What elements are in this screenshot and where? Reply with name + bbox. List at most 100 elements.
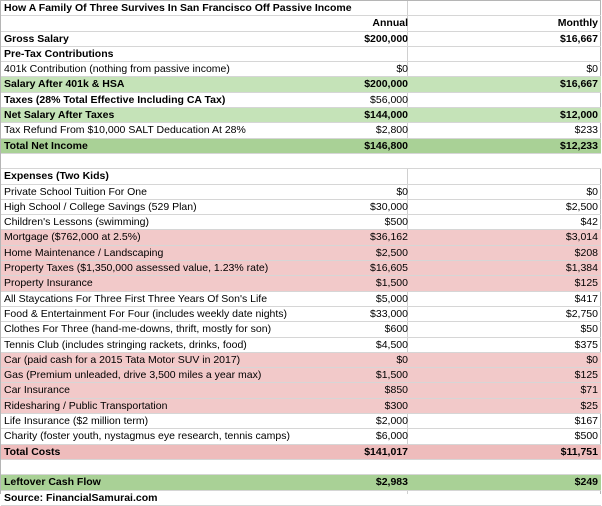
monthly-value: $0 <box>586 63 598 76</box>
annual-value: $1,500 <box>375 369 408 382</box>
row-label: Pre-Tax Contributions <box>4 47 114 60</box>
annual-value: $600 <box>384 323 408 336</box>
annual-value: $200,000 <box>364 78 408 91</box>
annual-value: $30,000 <box>370 200 408 213</box>
annual-value: $2,000 <box>375 415 408 428</box>
table-row <box>1 153 601 170</box>
row-label: Food & Entertainment For Four (includes … <box>4 307 288 320</box>
row-label: High School / College Savings (529 Plan) <box>4 200 197 213</box>
monthly-value: $12,233 <box>560 139 598 152</box>
table-row: Property Taxes ($1,350,000 assessed valu… <box>1 261 601 277</box>
annual-value: $0 <box>396 185 408 198</box>
table-row: Car Insurance $850 $71 <box>1 383 601 399</box>
monthly-value: $233 <box>574 124 598 137</box>
table-row: Gas (Premium unleaded, drive 3,500 miles… <box>1 368 601 384</box>
row-label: Taxes (28% Total Effective Including CA … <box>4 93 226 106</box>
row-label: Total Net Income <box>4 139 88 152</box>
row-label: Property Insurance <box>4 277 93 290</box>
annual-value: $6,000 <box>375 430 408 443</box>
annual-value: $56,000 <box>370 93 408 106</box>
table-row: High School / College Savings (529 Plan)… <box>1 200 601 216</box>
monthly-value: $2,500 <box>565 200 598 213</box>
table-row: Food & Entertainment For Four (includes … <box>1 307 601 323</box>
monthly-value: $208 <box>574 246 598 259</box>
row-label: Ridesharing / Public Transportation <box>4 399 168 412</box>
row-label: Total Costs <box>4 445 61 458</box>
table-row: Car (paid cash for a 2015 Tata Motor SUV… <box>1 352 601 369</box>
row-label: Leftover Cash Flow <box>4 476 101 489</box>
annual-value: $36,162 <box>370 231 408 244</box>
table-row: 401k Contribution (nothing from passive … <box>1 62 601 78</box>
annual-value: $500 <box>384 216 408 229</box>
monthly-value: $417 <box>574 292 598 305</box>
row-label: Source: FinancialSamurai.com <box>4 491 158 504</box>
monthly-value: $50 <box>580 323 598 336</box>
table-row: Total Net Income $146,800 $12,233 <box>1 138 601 154</box>
table-row: Net Salary After Taxes $144,000 $12,000 <box>1 108 601 124</box>
annual-value: $2,983 <box>375 476 408 489</box>
table-row: Life Insurance ($2 million term) $2,000 $1… <box>1 414 601 430</box>
table-row: Taxes (28% Total Effective Including CA … <box>1 93 601 109</box>
table-row: Pre-Tax Contributions <box>1 47 601 63</box>
row-label: Children's Lessons (swimming) <box>4 216 149 229</box>
table-title: How A Family Of Three Survives In San Fr… <box>4 2 352 14</box>
table-row: Clothes For Three (hand-me-downs, thrift… <box>1 322 601 338</box>
monthly-value: $125 <box>574 277 598 290</box>
annual-value: $2,800 <box>375 124 408 137</box>
monthly-value: $1,384 <box>565 262 598 275</box>
row-label: Net Salary After Taxes <box>4 109 115 122</box>
monthly-value: $16,667 <box>560 32 598 45</box>
row-label: All Staycations For Three First Three Ye… <box>4 292 268 305</box>
monthly-header: Monthly <box>557 17 598 30</box>
annual-value: $850 <box>384 384 408 397</box>
monthly-value: $375 <box>574 338 598 351</box>
monthly-value: $71 <box>580 384 598 397</box>
monthly-value: $500 <box>574 430 598 443</box>
monthly-value: $125 <box>574 369 598 382</box>
table-row: Tennis Club (includes stringing rackets,… <box>1 338 601 353</box>
table-row: Expenses (Two Kids) <box>1 169 601 185</box>
row-label: Charity (foster youth, nystagmus eye res… <box>4 430 290 443</box>
annual-header: Annual <box>372 17 408 30</box>
monthly-value: $3,014 <box>565 231 598 244</box>
row-label: Life Insurance ($2 million term) <box>4 415 149 428</box>
monthly-value: $42 <box>580 216 598 229</box>
row-label: 401k Contribution (nothing from passive … <box>4 63 230 76</box>
table-row: Source: FinancialSamurai.com <box>1 491 601 506</box>
row-label: Car (paid cash for a 2015 Tata Motor SUV… <box>4 353 241 366</box>
table-row: All Staycations For Three First Three Ye… <box>1 292 601 307</box>
row-label: Expenses (Two Kids) <box>4 170 109 183</box>
row-label: Gas (Premium unleaded, drive 3,500 miles… <box>4 369 262 382</box>
monthly-value: $0 <box>586 185 598 198</box>
table-row: Home Maintenance / Landscaping $2,500 $208 <box>1 245 601 262</box>
monthly-value: $25 <box>580 399 598 412</box>
monthly-value: $11,751 <box>560 445 598 458</box>
row-label: Tennis Club (includes stringing rackets,… <box>4 338 247 351</box>
table-row: Private School Tuition For One $0 $0 <box>1 185 601 200</box>
annual-value: $4,500 <box>375 338 408 351</box>
table-row: Gross Salary $200,000 $16,667 <box>1 32 601 47</box>
table-row: Ridesharing / Public Transportation $300 $… <box>1 398 601 415</box>
table-body: Gross Salary $200,000 $16,667 Pre-Tax Contr… <box>1 32 601 506</box>
row-label: Private School Tuition For One <box>4 185 147 198</box>
title-row: How A Family Of Three Survives In San Fr… <box>1 1 601 17</box>
monthly-value: $249 <box>574 476 598 489</box>
annual-value: $300 <box>384 399 408 412</box>
annual-value: $5,000 <box>375 292 408 305</box>
annual-value: $0 <box>396 63 408 76</box>
table-row <box>1 459 601 476</box>
monthly-value: $167 <box>574 415 598 428</box>
table-row: Leftover Cash Flow $2,983 $249 <box>1 475 601 491</box>
annual-value: $2,500 <box>375 246 408 259</box>
row-label: Clothes For Three (hand-me-downs, thrift… <box>4 323 272 336</box>
annual-value: $141,017 <box>364 445 408 458</box>
header-row: Annual Monthly <box>1 16 601 32</box>
row-label: Tax Refund From $10,000 SALT Deducation … <box>4 124 246 137</box>
row-label: Mortgage ($762,000 at 2.5%) <box>4 231 141 244</box>
monthly-value: $2,750 <box>565 307 598 320</box>
monthly-value: $16,667 <box>560 78 598 91</box>
row-label: Home Maintenance / Landscaping <box>4 246 164 259</box>
annual-value: $33,000 <box>370 307 408 320</box>
table-row: Tax Refund From $10,000 SALT Deducation … <box>1 123 601 139</box>
